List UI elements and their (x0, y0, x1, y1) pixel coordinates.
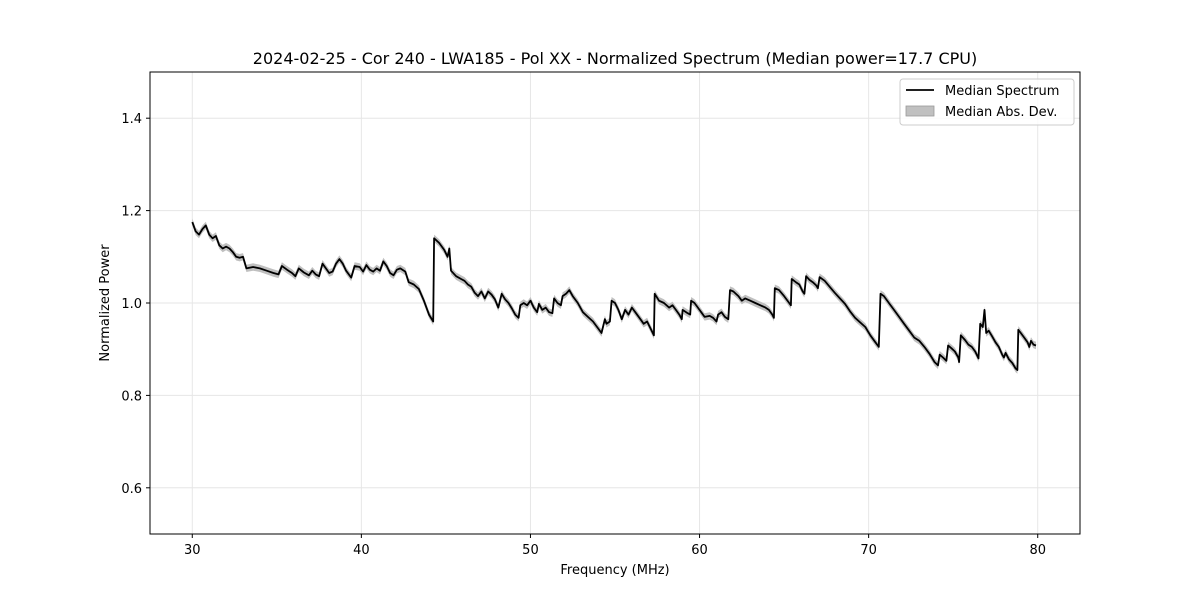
legend: Median Spectrum Median Abs. Dev. (899, 78, 1075, 126)
legend-label-median-spectrum: Median Spectrum (945, 84, 1059, 99)
legend-label-median-abs-dev: Median Abs. Dev. (945, 105, 1057, 120)
y-tick-label: 1.0 (121, 297, 142, 312)
y-axis-label: Normalized Power (98, 244, 113, 362)
legend-box (899, 78, 1075, 126)
median-spectrum-line (191, 221, 1037, 371)
y-tick-label: 1.4 (121, 112, 142, 127)
y-tick-label: 0.6 (121, 482, 142, 497)
x-tick-label: 70 (860, 543, 877, 558)
legend-band-swatch (905, 105, 935, 117)
x-tick-label: 80 (1029, 543, 1046, 558)
x-tick-label: 30 (184, 543, 201, 558)
chart-title: 2024-02-25 - Cor 240 - LWA185 - Pol XX -… (253, 49, 977, 68)
median-line-group (191, 221, 1037, 371)
y-axis-ticks: 0.6 0.8 1.0 1.2 1.4 (121, 112, 150, 497)
x-axis-label: Frequency (MHz) (560, 563, 669, 578)
y-tick-label: 1.2 (121, 205, 142, 220)
x-tick-label: 40 (353, 543, 370, 558)
x-axis-ticks: 30 40 50 60 70 80 (184, 534, 1046, 558)
x-tick-label: 50 (522, 543, 539, 558)
y-tick-label: 0.8 (121, 389, 142, 404)
x-tick-label: 60 (691, 543, 708, 558)
